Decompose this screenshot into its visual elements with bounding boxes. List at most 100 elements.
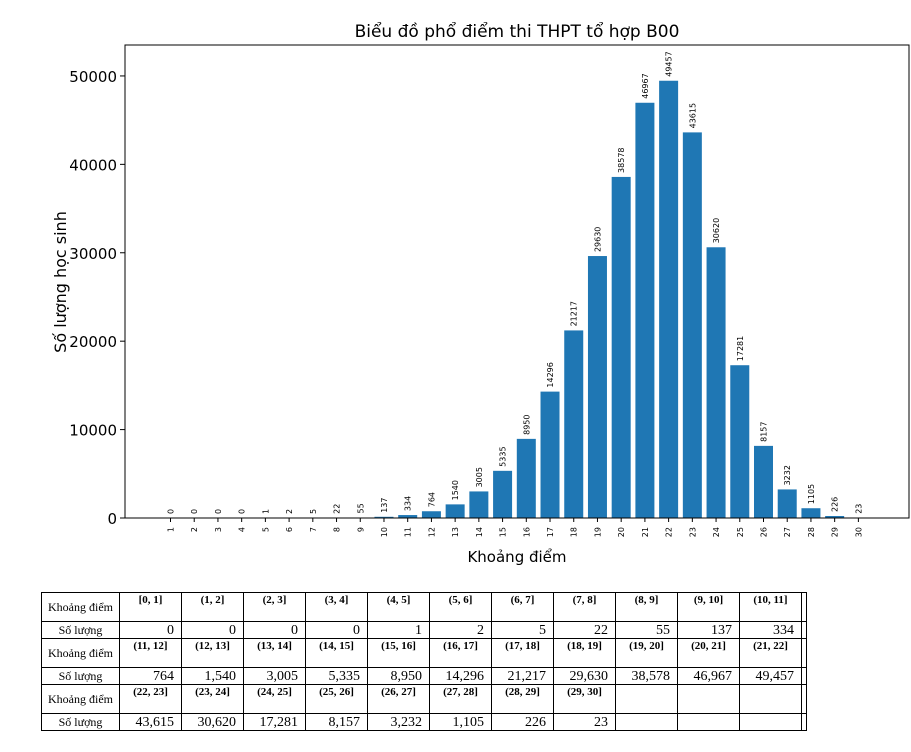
x-tick-label: 16 [522, 527, 531, 537]
count-cell: 22 [553, 621, 616, 639]
x-tick-label: 15 [499, 527, 508, 537]
interval-header-cell: Khoảng điểm [41, 592, 120, 622]
bar-25 [730, 365, 750, 518]
count-cell [615, 713, 678, 731]
bar-value-label: 29630 [593, 227, 602, 252]
count-cell: 3,005 [243, 667, 306, 685]
x-tick-label: 13 [451, 527, 460, 537]
bar-value-label: 14296 [546, 362, 555, 387]
interval-cell: (3, 4] [305, 592, 368, 622]
count-cell: 137 [677, 621, 740, 639]
bar-28 [801, 508, 821, 518]
interval-cell: [0, 1] [119, 592, 182, 622]
bar-22 [659, 80, 679, 519]
bar-value-label: 38578 [617, 147, 626, 172]
bar-value-label: 5335 [499, 446, 508, 466]
x-tick-label: 3 [214, 527, 223, 532]
bar-value-label: 8950 [522, 415, 531, 435]
x-tick-label: 9 [356, 527, 365, 532]
interval-cell: (12, 13] [181, 638, 244, 668]
count-row: Số lượng 764 1,540 3,005 5,335 8,950 14,296 21,… [41, 667, 807, 685]
x-tick-label: 7 [309, 527, 318, 532]
bar-value-label: 764 [427, 492, 436, 507]
x-tick-label: 12 [427, 527, 436, 537]
x-tick-label: 8 [333, 527, 342, 532]
x-tick-label: 30 [854, 527, 863, 537]
count-cell: 2 [429, 621, 492, 639]
count-row: Số lượng 0 0 0 0 1 2 5 22 55 137 334 [41, 621, 807, 639]
interval-row: Khoảng điểm (11, 12] (12, 13] (13, 14] (14, … [41, 638, 807, 668]
count-header-cell: Số lượng [41, 713, 120, 731]
chart-title: Biểu đồ phổ điểm thi THPT tổ hợp B00 [355, 21, 680, 42]
interval-cell: (15, 16] [367, 638, 430, 668]
interval-cell: (11, 12] [119, 638, 182, 668]
x-tick-label: 22 [665, 527, 674, 537]
x-tick-label: 27 [783, 527, 792, 537]
bar-value-label: 49457 [665, 51, 674, 76]
bar-12 [421, 511, 441, 518]
x-tick-label: 17 [546, 527, 555, 537]
interval-cell: (19, 20] [615, 638, 678, 668]
count-cell: 5 [491, 621, 554, 639]
y-tick-label: 50000 [69, 68, 117, 86]
y-axis-label: Số lượng học sinh [51, 211, 70, 353]
count-header-cell: Số lượng [41, 621, 120, 639]
x-tick-label: 11 [404, 527, 413, 537]
y-tick-label: 20000 [69, 333, 117, 351]
bars-layer: 0 0 0 0 1 2 5 22 55 137 334 764 1540 3005 5335 8950 1429… [167, 51, 868, 519]
interval-cell: (21, 22] [739, 638, 802, 668]
interval-row: Khoảng điểm [0, 1] (1, 2] (2, 3] (3, 4] (4, 5… [41, 592, 807, 622]
y-tick-label: 40000 [69, 156, 117, 174]
count-cell: 38,578 [615, 667, 678, 685]
x-tick-label: 19 [593, 527, 602, 537]
count-cell: 8,950 [367, 667, 430, 685]
interval-header-cell: Khoảng điểm [41, 638, 120, 668]
bar-value-label: 3232 [783, 465, 792, 485]
bar-value-label: 22 [333, 504, 342, 514]
x-tick-label: 18 [570, 527, 579, 537]
count-cell: 1 [367, 621, 430, 639]
bar-value-label: 46967 [641, 73, 650, 98]
interval-row: Khoảng điểm (22, 23] (23, 24] (24, 25] (25, … [41, 684, 807, 714]
count-cell: 5,335 [305, 667, 368, 685]
bar-value-label: 30620 [712, 218, 721, 243]
interval-cell: (22, 23] [119, 684, 182, 714]
interval-cell: (8, 9] [615, 592, 678, 622]
bar-value-label: 1105 [807, 484, 816, 504]
x-tick-label: 25 [736, 527, 745, 537]
count-cell [739, 713, 802, 731]
x-tick-label: 5 [261, 527, 270, 532]
bar-value-label: 0 [238, 509, 247, 514]
count-cell: 43,615 [119, 713, 182, 731]
count-cell: 1,105 [429, 713, 492, 731]
count-cell [677, 713, 740, 731]
table-body: Khoảng điểm [0, 1] (1, 2] (2, 3] (3, 4] (4, 5… [41, 592, 807, 731]
interval-cell: (24, 25] [243, 684, 306, 714]
interval-cell [739, 684, 802, 714]
bar-10 [374, 516, 394, 518]
y-tick-label: 30000 [69, 245, 117, 263]
x-tick-label: 28 [807, 527, 816, 537]
interval-cell: (20, 21] [677, 638, 740, 668]
interval-cell: (9, 10] [677, 592, 740, 622]
x-tick-label: 23 [688, 527, 697, 537]
count-cell: 30,620 [181, 713, 244, 731]
bar-21 [635, 102, 655, 518]
x-tick-label: 26 [760, 527, 769, 537]
bar-value-label: 5 [309, 509, 318, 514]
bar-20 [611, 176, 631, 518]
bar-26 [754, 445, 773, 518]
count-cell: 0 [243, 621, 306, 639]
bar-19 [587, 256, 607, 518]
interval-cell: (16, 17] [429, 638, 492, 668]
interval-cell: (23, 24] [181, 684, 244, 714]
bar-value-label: 23 [854, 504, 863, 514]
x-axis-label: Khoảng điểm [467, 548, 566, 566]
count-cell: 3,232 [367, 713, 430, 731]
bar-value-label: 0 [190, 509, 199, 514]
bar-value-label: 1540 [451, 480, 460, 500]
x-tick-label: 10 [380, 527, 389, 537]
bar-value-label: 226 [831, 497, 840, 512]
bar-value-label: 21217 [570, 301, 579, 326]
